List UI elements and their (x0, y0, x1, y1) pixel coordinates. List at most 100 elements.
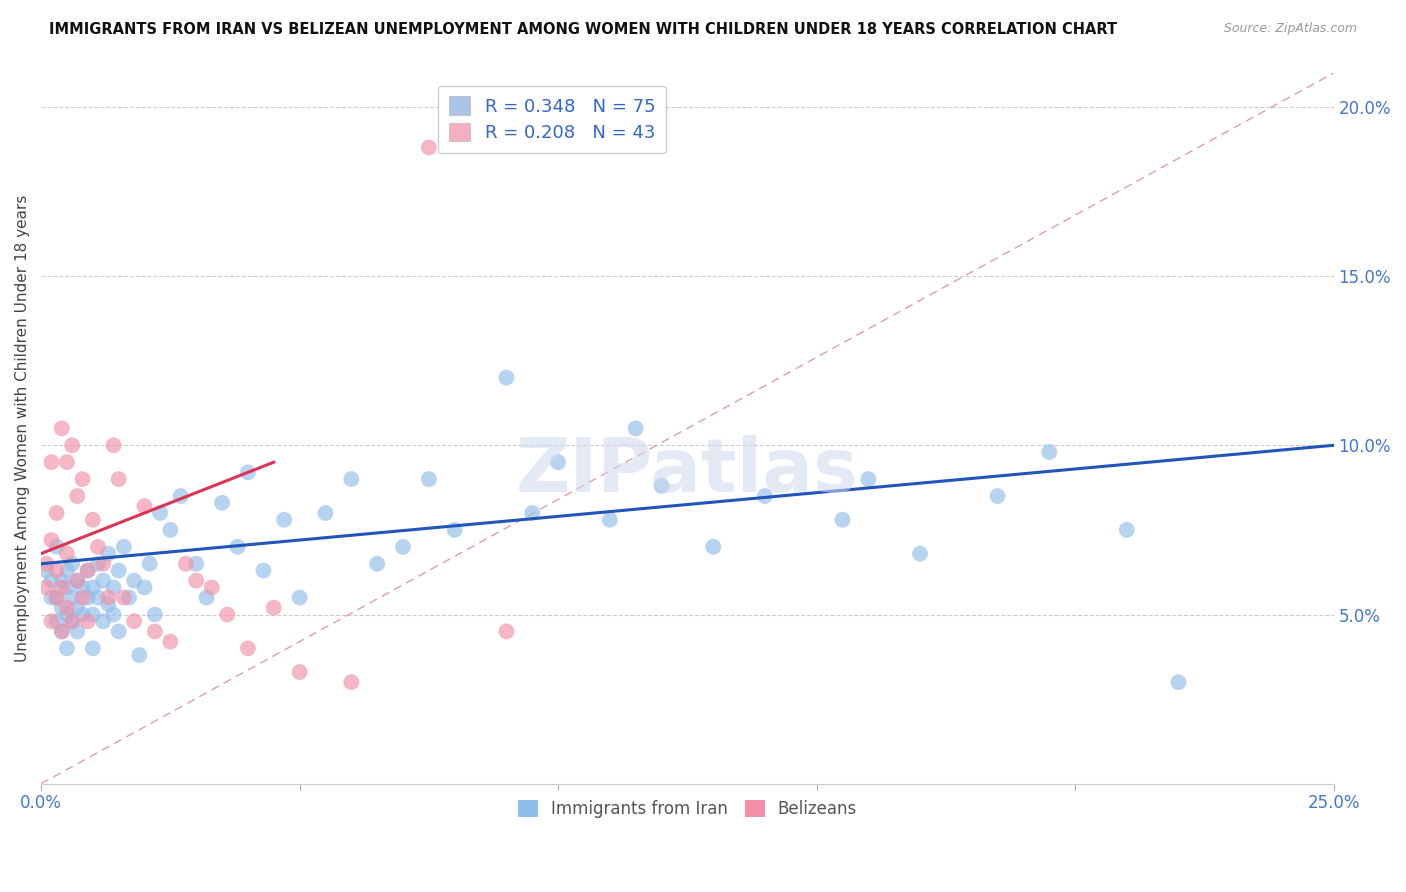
Point (366, 557, 388, 571)
Point (45, 591, 67, 605)
Point (66, 574, 89, 588)
Point (858, 472, 880, 486)
Point (186, 557, 208, 571)
Point (252, 564, 274, 578)
Point (754, 489, 776, 503)
Point (831, 513, 853, 527)
Point (288, 665, 311, 679)
Point (201, 581, 224, 595)
Point (91, 557, 114, 571)
Point (66, 600, 89, 615)
Point (107, 472, 129, 486)
Point (418, 472, 440, 486)
Point (112, 591, 135, 605)
Point (340, 472, 363, 486)
Point (91, 614, 114, 628)
Point (392, 540, 415, 554)
Point (56, 600, 79, 615)
Point (174, 557, 197, 571)
Point (45, 540, 67, 554)
Point (60, 614, 83, 628)
Point (1167, 675, 1189, 690)
Point (45, 564, 67, 578)
Point (35, 581, 58, 595)
Point (35, 557, 58, 571)
Point (41, 591, 63, 605)
Point (66, 489, 89, 503)
Point (72, 472, 94, 486)
Point (97, 598, 120, 612)
Point (159, 523, 181, 537)
Point (76, 564, 98, 578)
Point (186, 574, 208, 588)
Point (107, 564, 129, 578)
Point (143, 607, 166, 622)
Point (56, 547, 79, 561)
Point (51, 421, 73, 435)
Point (82, 641, 104, 656)
Point (41, 614, 63, 628)
Point (103, 581, 125, 595)
Point (599, 513, 621, 527)
Point (118, 591, 141, 605)
Point (87, 540, 110, 554)
Point (76, 614, 98, 628)
Point (45, 614, 67, 628)
Point (72, 581, 94, 595)
Point (495, 370, 517, 384)
Point (82, 607, 104, 622)
Point (56, 581, 79, 595)
Point (288, 591, 311, 605)
Point (72, 591, 94, 605)
Point (97, 591, 120, 605)
Point (314, 506, 336, 520)
Text: ZIPatlas: ZIPatlas (516, 434, 859, 508)
Point (211, 496, 233, 510)
Point (149, 506, 172, 520)
Point (1115, 523, 1137, 537)
Point (51, 581, 73, 595)
Point (41, 574, 63, 588)
Point (495, 624, 517, 639)
Point (66, 574, 89, 588)
Point (263, 600, 285, 615)
Point (170, 489, 193, 503)
Point (103, 438, 125, 452)
Point (66, 624, 89, 639)
Point (60, 614, 83, 628)
Point (236, 641, 259, 656)
Point (41, 455, 63, 469)
Point (217, 607, 239, 622)
Point (60, 591, 83, 605)
Point (51, 574, 73, 588)
Y-axis label: Unemployment Among Women with Children Under 18 years: Unemployment Among Women with Children U… (15, 194, 30, 662)
Point (51, 624, 73, 639)
Point (702, 540, 724, 554)
Point (443, 523, 465, 537)
Point (134, 581, 156, 595)
Point (107, 624, 129, 639)
Point (1038, 445, 1060, 459)
Point (76, 564, 98, 578)
Point (56, 641, 79, 656)
Point (273, 513, 295, 527)
Point (97, 547, 120, 561)
Point (87, 557, 110, 571)
Point (41, 533, 63, 547)
Point (76, 591, 98, 605)
Point (908, 547, 931, 561)
Point (51, 600, 73, 615)
Point (35, 564, 58, 578)
Point (159, 634, 181, 648)
Point (134, 499, 156, 513)
Point (82, 513, 104, 527)
Point (45, 506, 67, 520)
Point (103, 607, 125, 622)
Text: IMMIGRANTS FROM IRAN VS BELIZEAN UNEMPLOYMENT AMONG WOMEN WITH CHILDREN UNDER 18: IMMIGRANTS FROM IRAN VS BELIZEAN UNEMPLO… (49, 22, 1118, 37)
Point (112, 540, 135, 554)
Point (340, 675, 363, 690)
Point (128, 648, 150, 662)
Point (522, 506, 544, 520)
Point (60, 438, 83, 452)
Point (418, 140, 440, 154)
